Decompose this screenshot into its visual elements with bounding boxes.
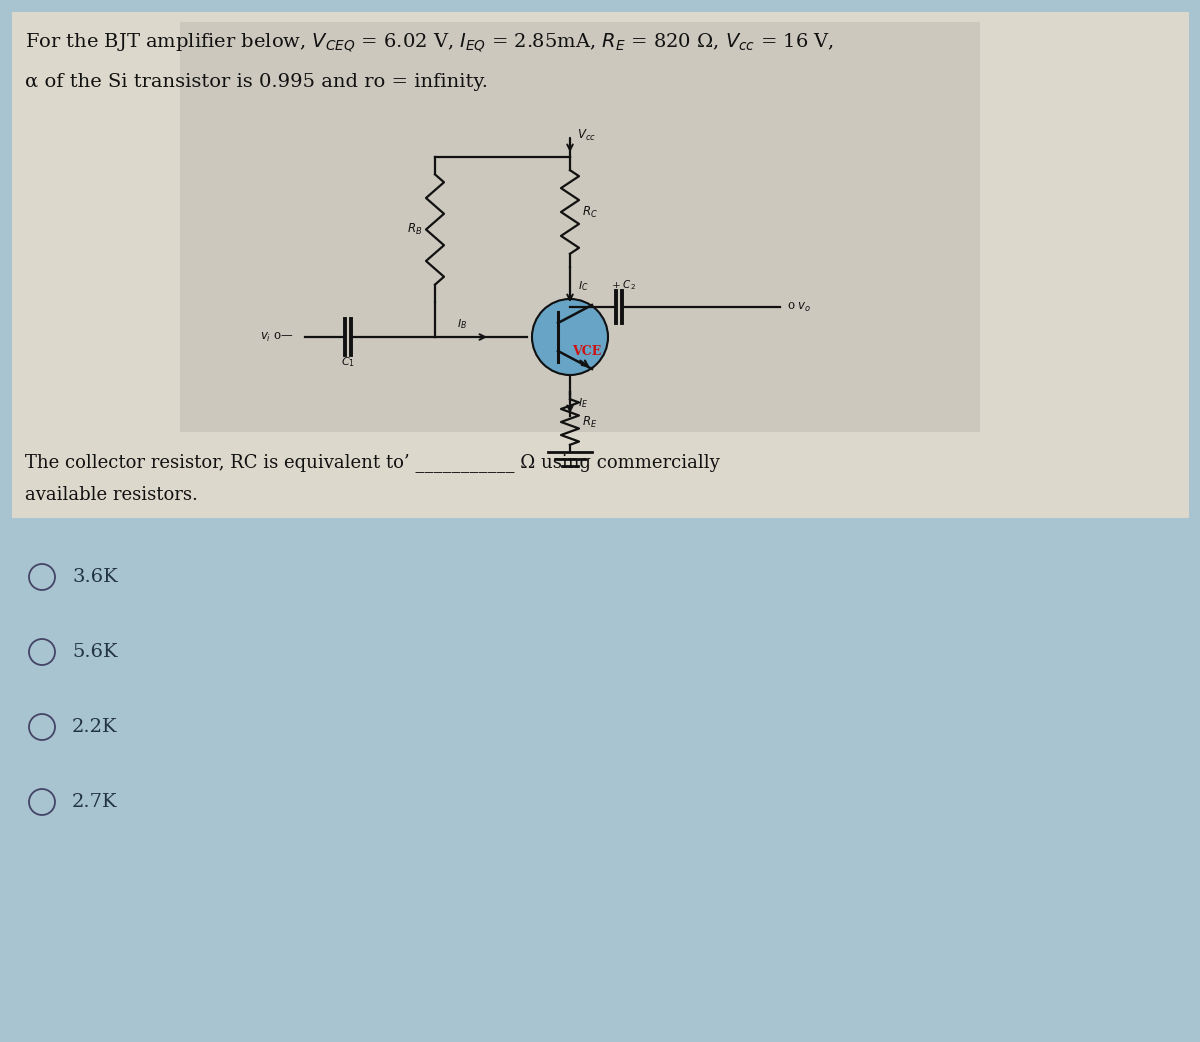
Circle shape [29, 639, 55, 665]
Circle shape [29, 564, 55, 590]
Text: The collector resistor, RC is equivalent to’ ___________ Ω using commercially: The collector resistor, RC is equivalent… [25, 453, 720, 472]
Circle shape [532, 299, 608, 375]
Text: For the BJT amplifier below, $V_{CEQ}$ = 6.02 V, $I_{EQ}$ = 2.85mA, $R_E$ = 820 : For the BJT amplifier below, $V_{CEQ}$ =… [25, 31, 834, 54]
Text: 5.6K: 5.6K [72, 643, 118, 661]
Circle shape [29, 789, 55, 815]
Text: $V_{cc}$: $V_{cc}$ [577, 128, 596, 143]
Bar [12, 13, 1188, 517]
Text: 2.7K: 2.7K [72, 793, 118, 811]
Text: $R_E$: $R_E$ [582, 415, 598, 429]
Text: 2.2K: 2.2K [72, 718, 118, 736]
Text: + $C_2$: + $C_2$ [611, 278, 636, 292]
Text: $I_B$: $I_B$ [457, 317, 467, 330]
Text: α of the Si transistor is 0.995 and ro = infinity.: α of the Si transistor is 0.995 and ro =… [25, 73, 488, 91]
Text: $I_E$: $I_E$ [578, 396, 588, 410]
Text: 3.6K: 3.6K [72, 568, 118, 586]
Text: VCE: VCE [572, 345, 601, 358]
Text: $R_B$: $R_B$ [407, 222, 422, 237]
Text: $C_1$: $C_1$ [341, 355, 355, 369]
Circle shape [29, 714, 55, 740]
Bar [12, 432, 1188, 517]
Text: available resistors.: available resistors. [25, 486, 198, 504]
Text: $I_C$: $I_C$ [578, 279, 589, 293]
Text: $v_i$ o—: $v_i$ o— [260, 330, 294, 344]
Text: o $v_o$: o $v_o$ [787, 300, 811, 314]
Bar [180, 22, 980, 507]
Text: $R_C$: $R_C$ [582, 204, 598, 220]
